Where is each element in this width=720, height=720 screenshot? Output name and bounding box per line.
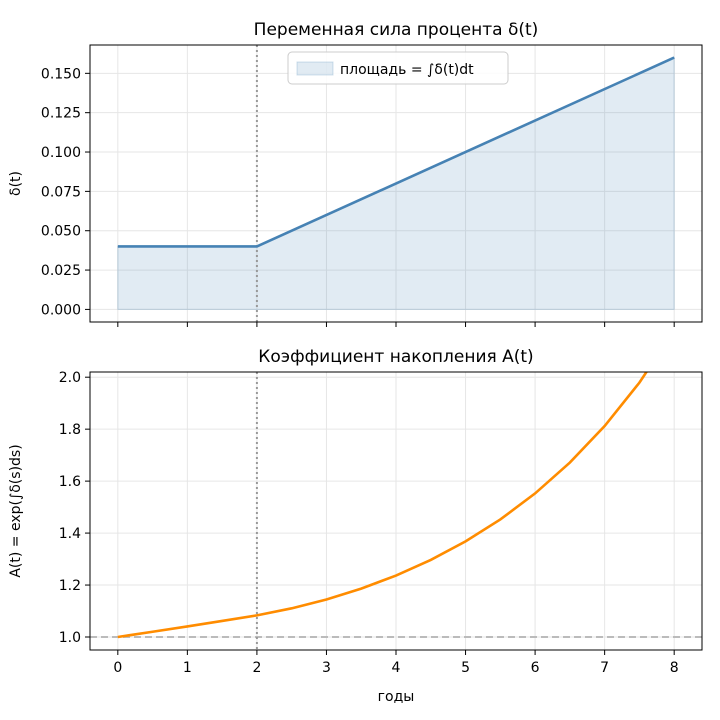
x-tick-label: 5 (461, 660, 470, 676)
x-tick-label: 2 (252, 660, 261, 676)
x-tick-label: 1 (183, 660, 192, 676)
accumulation-panel: 0 1 2 3 4 5 6 7 8 1.0 1.2 1.4 1.6 1.8 2.0 Коэффициент … (8, 347, 703, 705)
accumulation-ylabel: A(t) = exp(∫δ(s)ds) (8, 444, 24, 577)
x-tick-label: 8 (670, 660, 679, 676)
x-tick-label: 6 (531, 660, 540, 676)
y-tick-label: 2.0 (59, 370, 81, 386)
y-tick-label: 0.125 (41, 106, 81, 122)
legend-box (287, 51, 509, 85)
y-tick-label: 1.4 (59, 526, 81, 542)
y-tick-label: 0.050 (41, 224, 81, 240)
rate-title: Переменная сила процента δ(t) (254, 20, 539, 40)
rate-grid (90, 45, 702, 322)
y-tick-label: 0.025 (41, 263, 81, 279)
rate-plot-frame (89, 44, 703, 323)
y-tick-label: 0.100 (41, 145, 81, 161)
y-tick-label: 0.075 (41, 184, 81, 200)
rate-ticks: 0.000 0.025 0.050 0.075 0.100 0.125 0.150 (41, 66, 675, 327)
accumulation-grid (90, 372, 702, 650)
y-tick-label: 1.0 (59, 630, 81, 646)
y-tick-label: 0.000 (41, 302, 81, 318)
accumulation-xlabel: годы (378, 689, 415, 705)
y-tick-label: 1.8 (59, 422, 81, 438)
rate-line (117, 56, 675, 248)
rate-panel: 0.000 0.025 0.050 0.075 0.100 0.125 0.150 Пере… (8, 20, 703, 327)
rate-ylabel: δ(t) (8, 171, 24, 196)
legend-swatch (296, 61, 334, 76)
x-tick-label: 0 (113, 660, 122, 676)
rate-legend: площадь = ∫δ(t)dt (287, 51, 509, 85)
x-tick-label: 3 (322, 660, 331, 676)
y-tick-label: 0.150 (41, 66, 81, 82)
x-tick-label: 4 (392, 660, 401, 676)
accumulation-plot-frame (89, 371, 703, 651)
y-tick-label: 1.2 (59, 578, 81, 594)
accumulation-line (117, 372, 648, 639)
x-tick-label: 7 (600, 660, 609, 676)
legend-label: площадь = ∫δ(t)dt (340, 62, 474, 78)
accumulation-title: Коэффициент накопления A(t) (258, 347, 533, 367)
y-tick-label: 1.6 (59, 474, 81, 490)
accumulation-ticks: 0 1 2 3 4 5 6 7 8 1.0 1.2 1.4 1.6 1.8 2.0 (59, 370, 679, 676)
